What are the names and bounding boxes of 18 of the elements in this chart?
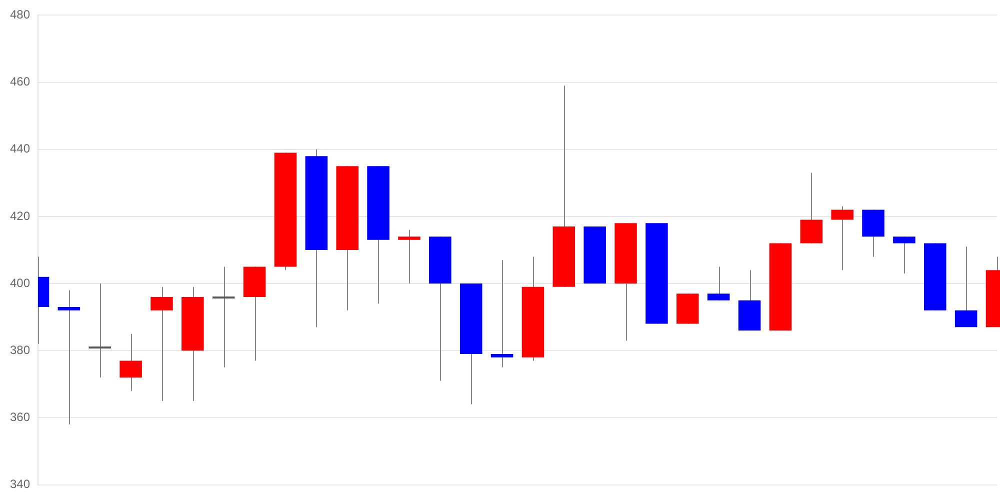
y-tick-label: 400 — [10, 276, 30, 290]
y-tick-label: 340 — [10, 477, 30, 492]
candlestick — [398, 229, 420, 284]
y-tick-label: 360 — [10, 410, 30, 424]
y-tick-label: 420 — [10, 208, 30, 223]
candlestick — [490, 260, 514, 368]
candlestick — [120, 333, 142, 392]
y-tick-label: 440 — [10, 142, 30, 156]
candlestick — [831, 206, 854, 271]
candlestick — [800, 172, 823, 244]
candlestick — [58, 290, 80, 425]
candlestick — [954, 246, 978, 328]
candlestick — [893, 236, 916, 274]
y-tick-label: 480 — [10, 8, 30, 22]
candlestick — [150, 286, 173, 402]
candlestick — [707, 266, 730, 301]
y-tick-label: 380 — [10, 342, 30, 357]
y-tick-label: 460 — [10, 74, 30, 89]
